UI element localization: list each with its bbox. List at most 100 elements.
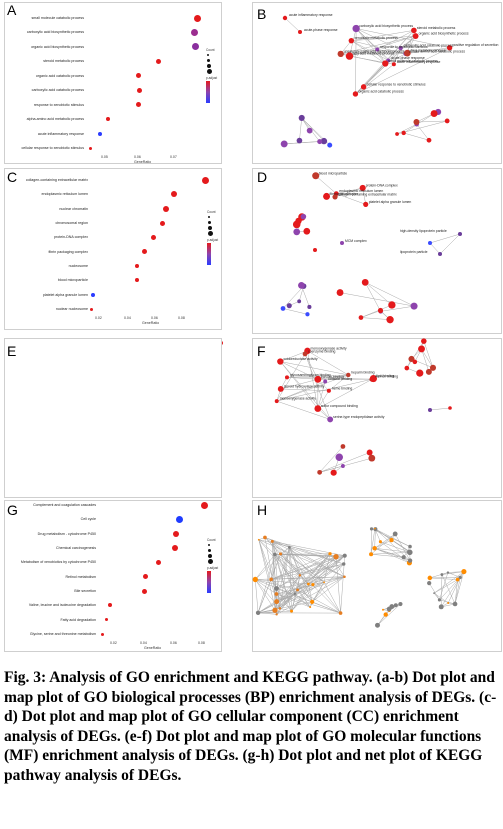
- network-node: [391, 62, 396, 67]
- network-edge: [317, 390, 330, 409]
- network-node: [340, 444, 346, 449]
- legend-size-dot: [208, 554, 212, 558]
- network-edge: [280, 361, 349, 376]
- network-edge: [279, 547, 290, 609]
- network-node-label: cofactor binding: [328, 377, 352, 381]
- network-edge: [365, 282, 393, 306]
- dotplot-term-label: Complement and coagulation cascades: [33, 503, 96, 507]
- dotplot-term-label: Cell cycle: [80, 517, 96, 522]
- network-node: [374, 527, 376, 530]
- network-node: [375, 47, 380, 52]
- network-node: [416, 369, 424, 377]
- network-node: [341, 562, 346, 566]
- network-node: [404, 365, 410, 371]
- dotplot-term-label: Chemical carcinogenesis: [56, 546, 96, 550]
- network-edge: [255, 554, 276, 580]
- dotplot-term-label: chromosomal region: [55, 221, 88, 225]
- network-node-label: platelet alpha granule lumen: [369, 200, 412, 204]
- network-edge: [299, 563, 344, 576]
- network-node: [278, 607, 282, 610]
- network-node: [274, 592, 279, 596]
- legend-size-dot: [208, 549, 211, 552]
- network-edge: [429, 577, 458, 580]
- network-node: [337, 50, 344, 58]
- network-node: [332, 194, 338, 200]
- network-edge: [374, 533, 396, 549]
- network-node: [430, 110, 438, 118]
- network-edge: [329, 553, 345, 577]
- network-node: [333, 553, 339, 560]
- network-node: [363, 201, 369, 207]
- network-edge: [355, 28, 386, 64]
- dotplot-term-label: fibrin packaging complex: [48, 249, 88, 254]
- network-node: [369, 374, 378, 383]
- network-edge: [257, 554, 276, 613]
- panel-c: [4, 168, 222, 330]
- network-edge: [280, 350, 308, 362]
- network-edge: [403, 132, 430, 141]
- legend-size-dot: [208, 226, 212, 230]
- network-edge: [274, 553, 331, 555]
- network-node-label: steroid hydroxylase activity: [284, 384, 325, 388]
- network-node: [386, 316, 394, 324]
- network-edge: [454, 579, 458, 604]
- panel-g: [4, 500, 222, 652]
- network-node: [393, 603, 398, 608]
- network-node-label: drug metabolic process: [410, 49, 445, 53]
- legend-colorbar: [207, 243, 211, 265]
- network-node: [275, 613, 278, 616]
- network-edge: [421, 348, 430, 372]
- network-edge: [433, 579, 458, 594]
- network-node: [352, 91, 359, 97]
- network-edge: [276, 588, 292, 612]
- network-node: [277, 386, 284, 392]
- network-node: [317, 139, 323, 145]
- network-node-label: acute-phase response: [391, 56, 425, 60]
- network-edge: [294, 593, 311, 608]
- network-node: [444, 118, 450, 124]
- network-node-label: fatty acid metabolic process: [352, 52, 394, 56]
- network-node: [327, 142, 333, 148]
- network-edge: [315, 175, 337, 194]
- network-node-label: endoplasmic reticulum lumen: [339, 189, 383, 193]
- dotplot-term-label: Retinol metabolism: [65, 574, 96, 579]
- dotplot-x-tick: 0.08: [198, 641, 205, 645]
- network-node: [290, 609, 294, 613]
- network-node: [395, 132, 399, 136]
- dotplot-term-label: cellular response to xenobiotic stimulus: [21, 146, 84, 150]
- network-node: [372, 546, 377, 551]
- dotplot-term-label: nuclear chromatin: [59, 206, 88, 211]
- panel-f: [252, 338, 502, 498]
- network-node: [317, 469, 323, 475]
- network-edge: [429, 233, 461, 244]
- dotplot-point: [106, 117, 110, 122]
- figure-caption: Fig. 3: Analysis of GO enrichment and KE…: [4, 668, 501, 786]
- network-edge: [274, 554, 311, 608]
- dotplot-x-title: GeneRatio: [144, 646, 162, 650]
- network-node: [269, 577, 273, 582]
- panel-a-label: A: [7, 2, 17, 18]
- network-edge: [439, 599, 456, 605]
- network-edge: [274, 581, 325, 611]
- network-edge: [447, 577, 461, 604]
- network-node: [412, 33, 419, 39]
- caption-text: Analysis of GO enrichment and KEGG pathw…: [4, 669, 497, 784]
- network-edge: [377, 603, 401, 626]
- network-edge: [454, 577, 461, 605]
- dotplot-term-label: endoplasmic reticulum lumen: [41, 192, 88, 197]
- network-node: [348, 37, 355, 44]
- network-edge: [264, 537, 290, 548]
- network-edge: [264, 537, 301, 576]
- legend-size-dot: [208, 221, 211, 224]
- panel-e-label: E: [7, 343, 17, 359]
- network-edge: [274, 556, 337, 611]
- network-edge: [377, 30, 415, 50]
- network-node-label: high-density lipoprotein particle: [400, 229, 447, 233]
- network-edge: [405, 47, 450, 55]
- dotplot-term-label: Drug metabolism - cytochrome P450: [37, 531, 96, 536]
- network-edge: [258, 539, 277, 602]
- network-edge: [276, 576, 345, 615]
- network-edge: [441, 571, 464, 575]
- network-edge: [433, 592, 449, 604]
